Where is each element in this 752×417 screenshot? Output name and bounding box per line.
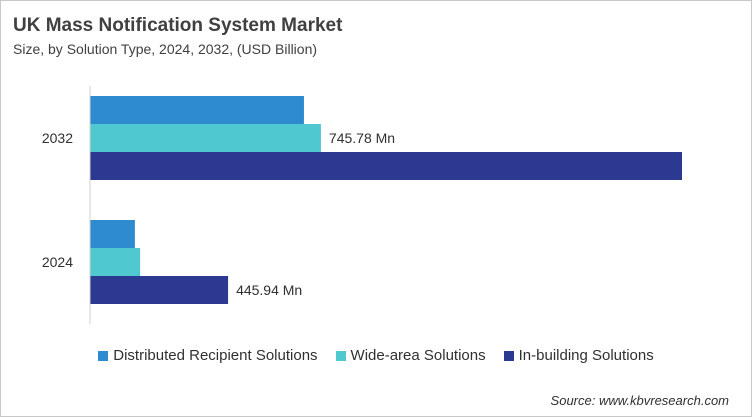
legend-swatch	[503, 350, 514, 361]
bar-2024-1	[90, 248, 141, 276]
bar-2032-0	[90, 96, 304, 124]
category-label: 2032	[42, 130, 73, 146]
legend-label: Wide-area Solutions	[350, 347, 486, 364]
bar-2032-2	[90, 152, 682, 180]
category-label: 2024	[42, 254, 73, 270]
bar-2024-0	[90, 220, 135, 248]
chart-title: UK Mass Notification System Market	[13, 15, 343, 36]
source-note: Source: www.kbvresearch.com	[550, 393, 729, 408]
data-label: 745.78 Mn	[329, 130, 395, 146]
legend-label: Distributed Recipient Solutions	[113, 347, 318, 364]
legend-item-in-building: In-building Solutions	[503, 347, 654, 364]
legend-swatch	[335, 350, 346, 361]
legend-item-distributed: Distributed Recipient Solutions	[98, 347, 318, 364]
bar-2032-1	[90, 124, 321, 152]
bar-2024-2	[90, 276, 229, 304]
chart-subtitle: Size, by Solution Type, 2024, 2032, (USD…	[13, 41, 318, 57]
bar-plot: 2032 745.78 Mn 2024 445.94 Mn	[42, 86, 682, 324]
legend-item-wide-area: Wide-area Solutions	[335, 347, 486, 364]
data-label: 445.94 Mn	[236, 282, 302, 298]
legend-label: In-building Solutions	[518, 347, 654, 364]
legend: Distributed Recipient Solutions Wide-are…	[1, 347, 751, 364]
legend-swatch	[98, 350, 109, 361]
